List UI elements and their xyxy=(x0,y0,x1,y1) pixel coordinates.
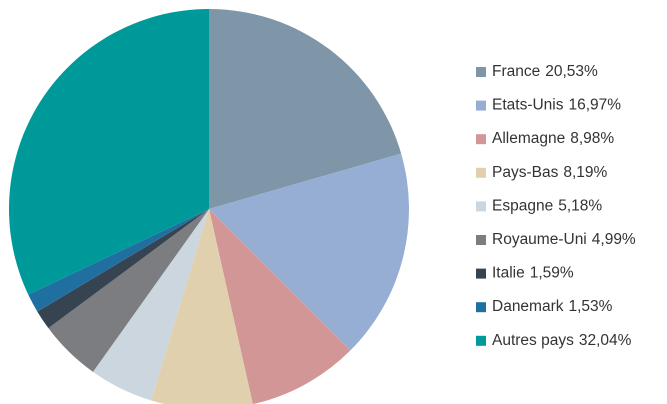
legend-swatch xyxy=(476,167,486,178)
legend-category: France xyxy=(492,63,540,80)
legend-label: Espagne 5,18% xyxy=(492,197,602,214)
legend-label: Royaume-Uni 4,99% xyxy=(492,231,636,248)
legend-swatch xyxy=(476,100,486,111)
legend-value: 16,97% xyxy=(569,97,622,114)
legend-value: 4,99% xyxy=(592,231,636,248)
legend-value: 8,98% xyxy=(570,130,614,147)
pie-slice xyxy=(92,209,209,401)
legend-category: Danemark xyxy=(492,298,564,315)
legend-category: Allemagne xyxy=(492,130,565,147)
legend-swatch xyxy=(476,67,486,77)
legend-label: Etats-Unis 16,97% xyxy=(492,97,621,114)
legend-label: Danemark 1,53% xyxy=(492,298,613,315)
legend-category: Italie xyxy=(492,265,525,282)
legend-swatch xyxy=(476,335,486,346)
legend-swatch xyxy=(476,268,486,279)
pie-slice xyxy=(209,209,351,404)
pie-slice xyxy=(28,209,210,312)
legend-value: 5,18% xyxy=(558,197,602,214)
legend-category: Royaume-Uni xyxy=(492,231,587,248)
legend-label: Allemagne 8,98% xyxy=(492,130,614,147)
pie-slice xyxy=(209,9,402,209)
legend-swatch xyxy=(476,302,486,313)
legend-label: France 20,53% xyxy=(492,63,598,80)
legend-swatch xyxy=(476,134,486,145)
legend-category: Etats-Unis xyxy=(492,97,564,114)
legend-value: 1,53% xyxy=(569,298,613,315)
legend-value: 1,59% xyxy=(530,265,574,282)
legend-swatch xyxy=(476,235,486,245)
pie-slice xyxy=(209,153,409,351)
legend-category: Pays-Bas xyxy=(492,164,559,181)
legend-category: Autres pays xyxy=(492,332,574,349)
pie-slice xyxy=(151,209,253,404)
legend-value: 8,19% xyxy=(563,164,607,181)
pie-slice xyxy=(9,9,210,295)
pie-slice xyxy=(37,209,210,329)
legend-value: 20,53% xyxy=(545,63,598,80)
legend-category: Espagne xyxy=(492,197,553,214)
legend-value: 32,04% xyxy=(579,332,632,349)
pie-slice xyxy=(48,209,210,372)
legend-label: Pays-Bas 8,19% xyxy=(492,164,608,181)
legend-label: Autres pays 32,04% xyxy=(492,332,632,349)
legend-label: Italie 1,59% xyxy=(492,265,574,282)
legend-swatch xyxy=(476,201,486,212)
